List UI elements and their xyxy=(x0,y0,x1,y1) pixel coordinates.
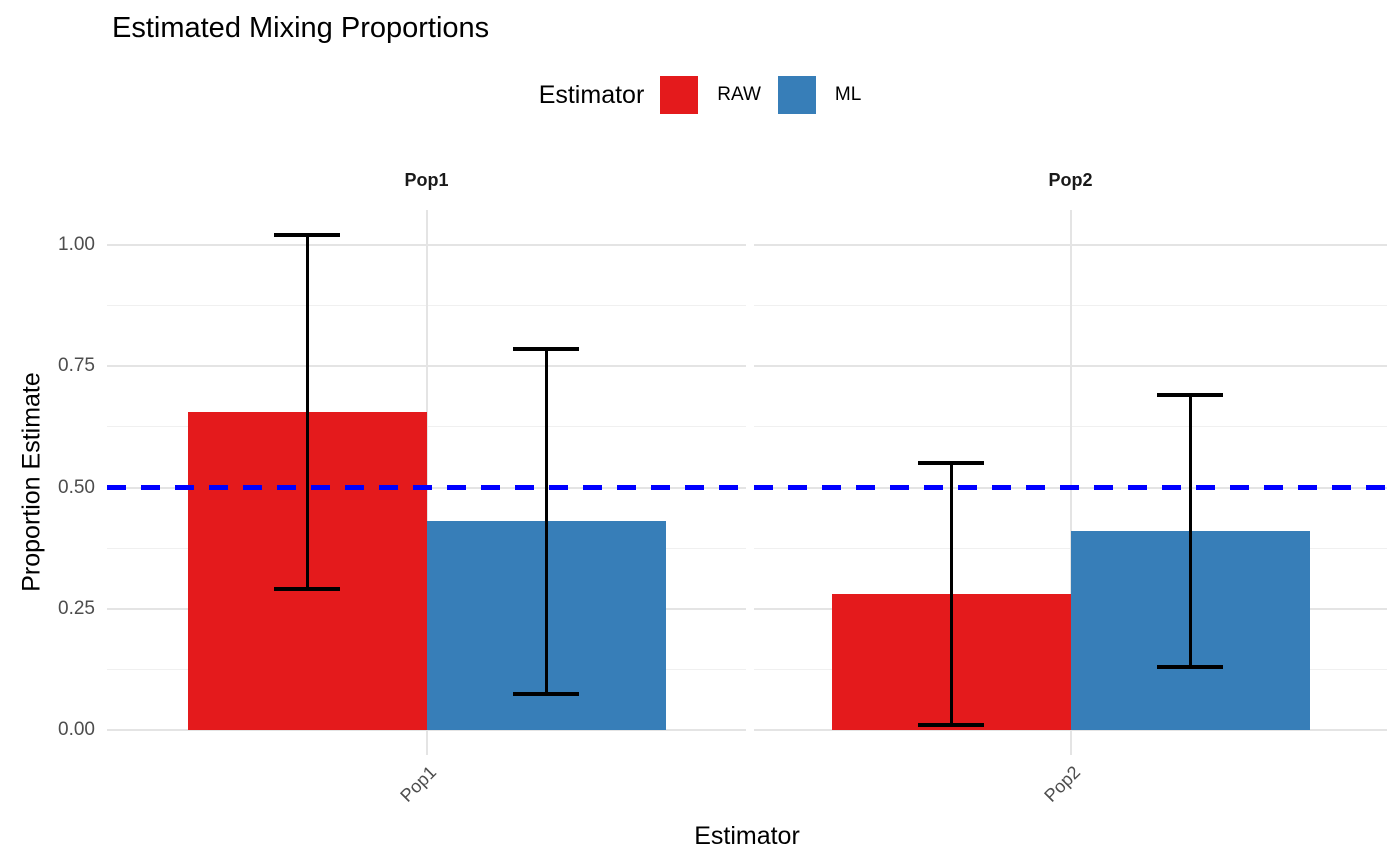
errorbar-cap-upper-raw-pop2 xyxy=(918,461,984,466)
y-tick-label: 0.75 xyxy=(58,355,95,377)
legend-title: Estimator xyxy=(538,80,645,109)
legend-label-raw: RAW xyxy=(717,84,761,105)
y-tick-label: 0.25 xyxy=(58,597,95,619)
errorbar-cap-lower-ml-pop2 xyxy=(1157,664,1223,669)
legend-swatch-raw xyxy=(660,76,699,114)
y-tick-label: 0.00 xyxy=(58,719,95,740)
errorbar-cap-upper-ml-pop2 xyxy=(1157,393,1223,398)
legend-label-ml: ML xyxy=(834,84,862,105)
errorbar-line-raw-pop1 xyxy=(305,235,309,590)
legend: Estimator RAW ML xyxy=(0,76,1400,114)
x-tick-label: Pop1 xyxy=(396,762,441,806)
legend-swatch-ml xyxy=(777,76,816,114)
x-tick-label: Pop2 xyxy=(1040,762,1085,806)
gridline-vertical-category xyxy=(425,210,428,755)
errorbar-line-ml-pop1 xyxy=(544,349,548,694)
errorbar-cap-lower-ml-pop1 xyxy=(513,691,579,696)
y-tick-label: 1.00 xyxy=(58,234,95,255)
gridline-vertical-category xyxy=(1069,210,1072,755)
errorbar-cap-upper-ml-pop1 xyxy=(513,347,579,352)
errorbar-line-raw-pop2 xyxy=(949,463,953,726)
y-tick-label: 0.50 xyxy=(58,476,95,498)
x-axis-title: Estimator xyxy=(694,822,800,850)
reference-line xyxy=(107,485,746,490)
facet-strip-label: Pop1 xyxy=(404,170,449,190)
errorbar-cap-upper-raw-pop1 xyxy=(274,233,340,238)
y-axis-title: Proportion Estimate xyxy=(17,372,46,592)
errorbar-cap-lower-raw-pop2 xyxy=(918,723,984,728)
facet-strip-label: Pop2 xyxy=(1048,170,1093,190)
reference-line xyxy=(754,485,1387,490)
chart-title: Estimated Mixing Proportions xyxy=(112,12,490,44)
errorbar-cap-lower-raw-pop1 xyxy=(274,587,340,592)
errorbar-line-ml-pop2 xyxy=(1188,395,1192,667)
